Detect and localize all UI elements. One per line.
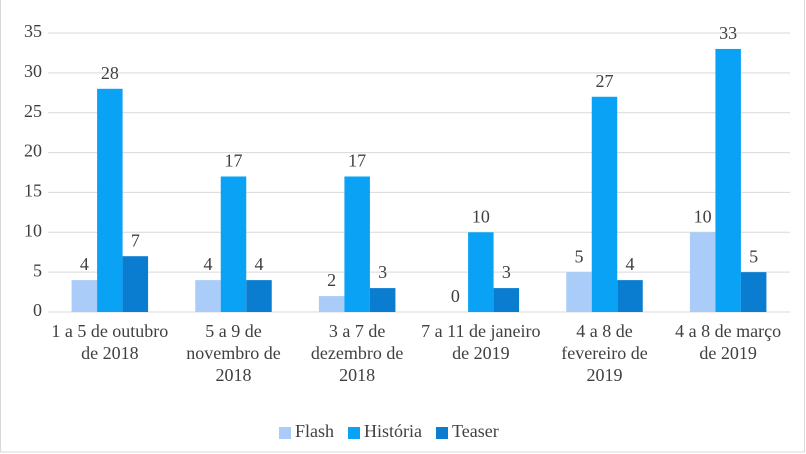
bar (740, 272, 767, 312)
value-label: 0 (451, 286, 460, 306)
x-tick-label: 3 a 7 de dezembro de 2018 (310, 321, 404, 385)
bar (493, 288, 520, 312)
value-label: 17 (348, 151, 366, 171)
bar (468, 232, 494, 312)
x-tick-label: 7 a 11 de janeiro de 2019 (421, 321, 541, 363)
value-label: 5 (749, 246, 758, 266)
value-label: 28 (101, 63, 119, 83)
y-tick-label: 15 (24, 181, 42, 201)
value-label: 4 (80, 254, 89, 274)
y-tick-label: 10 (24, 220, 42, 240)
x-tick-label: 5 a 9 de novembro de 2018 (186, 321, 281, 385)
legend-label: História (364, 421, 422, 441)
legend-label: Flash (295, 421, 334, 441)
y-tick-label: 0 (33, 300, 42, 320)
bar (715, 48, 741, 312)
value-label: 4 (204, 254, 213, 274)
bar (71, 280, 98, 312)
x-tick-label: 4 a 8 de fevereiro de 2019 (561, 321, 648, 385)
value-label: 27 (596, 71, 614, 91)
value-label: 17 (225, 151, 243, 171)
bar (344, 176, 370, 312)
bar (591, 96, 618, 313)
value-label: 2 (327, 270, 336, 290)
value-label: 3 (502, 262, 511, 282)
value-label: 4 (626, 254, 635, 274)
bar (122, 256, 149, 312)
y-tick-label: 35 (24, 21, 42, 41)
value-label: 10 (472, 206, 490, 226)
bar (566, 272, 592, 312)
bar (246, 280, 272, 312)
y-tick-label: 25 (24, 101, 42, 121)
legend-label: Teaser (452, 421, 499, 441)
x-tick-label: 4 a 8 de março de 2019 (675, 321, 782, 363)
legend-swatch (279, 427, 291, 439)
value-label: 7 (131, 230, 140, 250)
bar (97, 88, 123, 312)
bar (195, 280, 221, 312)
value-label: 4 (255, 254, 264, 274)
bar (689, 232, 716, 312)
bar (617, 280, 643, 312)
legend-swatch (436, 427, 449, 439)
y-tick-label: 20 (24, 141, 42, 161)
value-label: 33 (719, 23, 737, 43)
y-tick-label: 5 (33, 260, 42, 280)
value-label: 10 (694, 206, 712, 226)
y-tick-label: 30 (24, 61, 42, 81)
bar (318, 296, 345, 312)
value-label: 3 (378, 262, 387, 282)
bar (220, 176, 247, 312)
bar (369, 288, 396, 312)
value-label: 5 (575, 246, 584, 266)
legend-swatch (348, 427, 361, 439)
x-tick-label: 1 a 5 de outubro de 2018 (51, 321, 169, 363)
